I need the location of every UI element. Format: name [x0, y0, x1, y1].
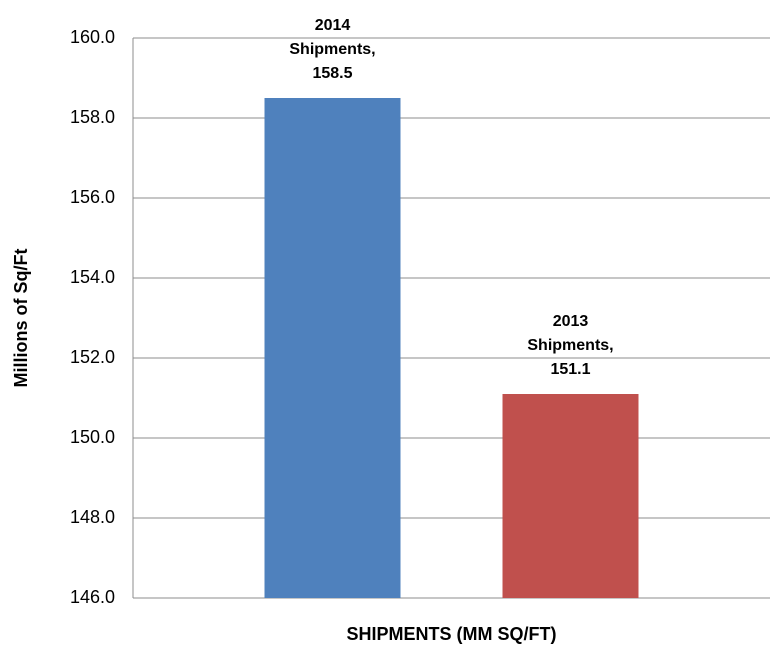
- bar: [264, 98, 401, 598]
- y-tick-label: 160.0: [70, 27, 115, 47]
- x-tick-label: SHIPMENTS (MM SQ/FT): [347, 624, 557, 644]
- bar: [502, 394, 639, 598]
- y-tick-label: 156.0: [70, 187, 115, 207]
- y-axis-label: Millions of Sq/Ft: [11, 249, 31, 388]
- y-tick-label: 152.0: [70, 347, 115, 367]
- y-tick-label: 154.0: [70, 267, 115, 287]
- y-tick-label: 150.0: [70, 427, 115, 447]
- data-label: 2013 Shipments, 151.1: [527, 313, 614, 378]
- y-tick-label: 158.0: [70, 107, 115, 127]
- y-tick-label: 146.0: [70, 587, 115, 607]
- y-tick-label: 148.0: [70, 507, 115, 527]
- data-label: 2014 Shipments, 158.5: [289, 17, 376, 82]
